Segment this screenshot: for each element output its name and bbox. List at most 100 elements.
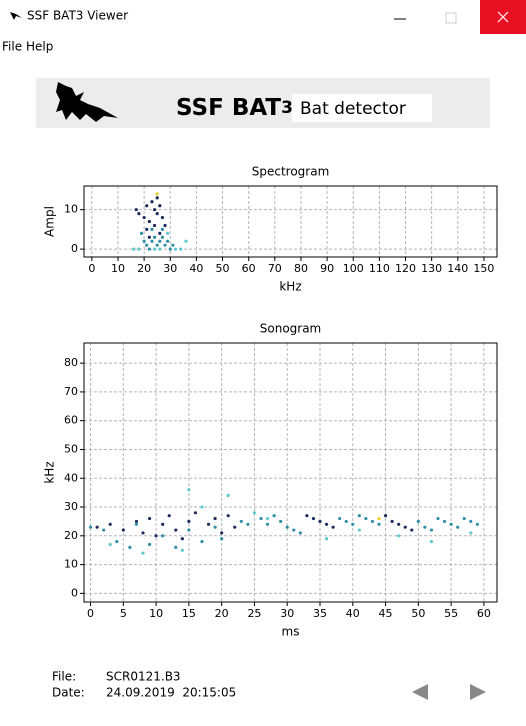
data-point — [449, 522, 453, 526]
data-point — [174, 528, 178, 532]
data-point — [305, 514, 309, 518]
data-point — [166, 239, 170, 243]
x-tick-label: 0 — [88, 262, 95, 275]
x-tick-label: 35 — [313, 607, 327, 620]
y-axis-label: kHz — [43, 461, 57, 483]
data-point — [137, 212, 141, 216]
brand-suffix: 3 — [281, 98, 293, 118]
data-point — [292, 528, 296, 532]
date-value: 24.09.2019 20:15:05 — [106, 686, 236, 700]
data-point — [179, 247, 183, 251]
x-tick-label: 5 — [120, 607, 127, 620]
brand: SSF BAT3 — [176, 95, 293, 121]
menu-help[interactable]: Help — [26, 40, 53, 54]
y-tick-label: 0 — [71, 586, 78, 599]
data-point — [158, 239, 162, 243]
data-point — [147, 247, 151, 251]
data-point — [158, 247, 162, 251]
data-point — [152, 247, 157, 251]
x-tick-label: 25 — [247, 607, 261, 620]
y-tick-label: 70 — [64, 385, 78, 398]
data-point — [121, 528, 125, 532]
x-tick-label: 40 — [346, 607, 360, 620]
data-point — [370, 519, 375, 524]
data-point — [462, 516, 466, 521]
data-point — [142, 215, 146, 220]
data-point — [150, 200, 154, 204]
data-point — [147, 235, 151, 239]
data-point — [139, 231, 144, 235]
data-point — [134, 519, 139, 524]
data-point — [220, 537, 224, 541]
data-point — [187, 528, 191, 532]
data-point — [128, 545, 132, 549]
y-tick-label: 40 — [64, 471, 78, 484]
data-point — [160, 227, 165, 231]
data-point — [351, 522, 355, 526]
data-point — [145, 243, 149, 247]
data-point — [163, 223, 167, 228]
data-point — [239, 519, 243, 524]
data-point — [132, 247, 136, 251]
file-name: SCR0121.B3 — [106, 670, 181, 684]
y-tick-label: 0 — [71, 242, 78, 255]
data-point — [187, 519, 191, 524]
x-tick-label: 15 — [182, 607, 196, 620]
data-point — [193, 511, 198, 515]
menu-file[interactable]: File — [2, 40, 22, 54]
data-point — [152, 208, 157, 212]
data-point — [397, 534, 401, 538]
data-point — [324, 522, 329, 526]
plot-frame — [83, 185, 498, 258]
data-point — [174, 545, 178, 549]
x-tick-label: 90 — [320, 262, 334, 275]
data-point — [265, 516, 270, 521]
data-point — [226, 493, 230, 498]
chart-title: Sonogram — [260, 322, 322, 336]
data-point — [171, 243, 175, 247]
data-point — [331, 525, 335, 529]
x-tick-label: 30 — [163, 262, 177, 275]
data-point — [155, 196, 159, 200]
title-bar: SSF BAT3 Viewer — [10, 0, 526, 34]
x-tick-label: 120 — [395, 262, 416, 275]
next-button[interactable] — [470, 684, 486, 700]
data-point — [147, 516, 152, 521]
data-point — [357, 528, 361, 532]
banner-subtitle: Bat detector — [300, 99, 406, 119]
x-tick-label: 0 — [87, 607, 94, 620]
maximize-button[interactable] — [445, 12, 457, 24]
plot-frame — [83, 342, 498, 603]
data-point — [324, 537, 329, 541]
data-point — [429, 539, 434, 544]
data-point — [265, 522, 270, 526]
data-point — [142, 239, 146, 243]
data-point — [423, 525, 427, 529]
previous-button[interactable] — [412, 684, 428, 700]
brand-name: SSF BAT — [176, 95, 281, 121]
data-point — [161, 534, 165, 538]
data-point — [272, 514, 276, 518]
data-point — [429, 528, 434, 532]
data-point — [147, 219, 151, 224]
data-point — [357, 514, 361, 518]
x-axis-label: ms — [282, 625, 300, 639]
data-point — [152, 235, 157, 239]
data-point — [147, 542, 152, 547]
x-tick-label: 30 — [280, 607, 294, 620]
data-point — [187, 488, 191, 492]
chart-title: Spectrogram — [252, 165, 330, 179]
data-point — [145, 204, 149, 208]
data-point — [180, 548, 184, 552]
data-point — [184, 239, 188, 243]
x-tick-label: 10 — [149, 607, 163, 620]
data-point — [213, 525, 217, 529]
x-tick-label: 80 — [294, 262, 308, 275]
app-icon — [10, 12, 22, 20]
y-tick-label: 50 — [64, 442, 78, 455]
data-point — [88, 525, 93, 529]
data-point — [150, 227, 154, 231]
data-point — [173, 247, 178, 251]
